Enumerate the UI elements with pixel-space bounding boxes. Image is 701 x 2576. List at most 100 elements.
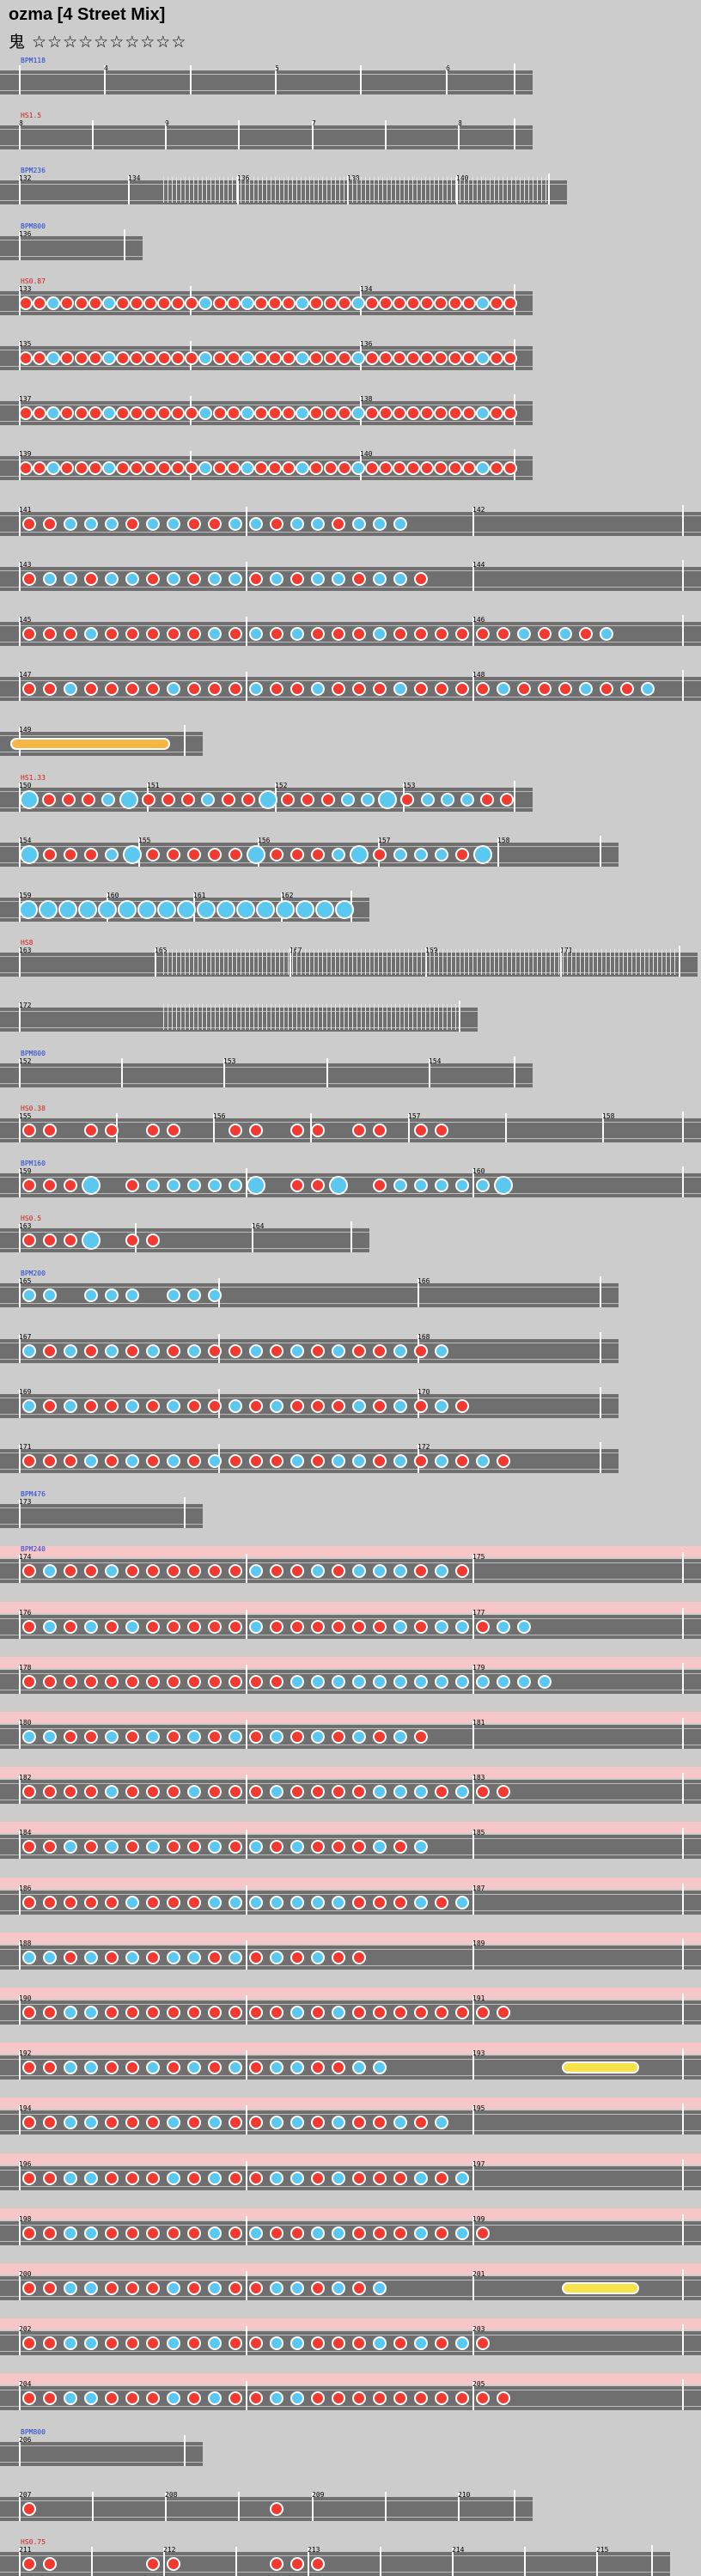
ka-note xyxy=(43,1564,57,1578)
ka-note xyxy=(46,461,60,475)
ka-note xyxy=(600,627,613,641)
lane-line xyxy=(0,1618,701,1619)
don-note xyxy=(43,2336,57,2350)
don-note xyxy=(167,1730,180,1744)
ka-note xyxy=(270,1785,283,1799)
big-ka-note xyxy=(236,900,255,919)
don-note xyxy=(187,2226,201,2240)
don-note xyxy=(448,461,462,475)
don-note xyxy=(187,2281,201,2295)
beat-tick xyxy=(223,949,224,975)
don-note xyxy=(88,406,102,420)
measure-number: 8 xyxy=(19,119,23,127)
beat-tick xyxy=(322,177,323,203)
big-ka-note xyxy=(123,845,142,864)
lane-line xyxy=(0,1414,619,1415)
don-note xyxy=(208,2061,222,2074)
big-ka-note xyxy=(20,845,39,864)
don-note xyxy=(229,1344,242,1358)
don-note xyxy=(60,406,74,420)
ka-note xyxy=(517,627,531,641)
measure-bar xyxy=(418,1278,419,1307)
measure-bar xyxy=(682,2324,684,2355)
don-note xyxy=(476,2226,490,2240)
ka-note xyxy=(125,572,139,586)
don-note xyxy=(125,1840,139,1854)
don-note xyxy=(187,2391,201,2405)
ka-note xyxy=(332,2281,345,2295)
ka-note xyxy=(105,848,119,862)
don-note xyxy=(84,1399,98,1413)
beat-tick xyxy=(597,949,598,975)
don-note xyxy=(268,406,282,420)
measure-bar xyxy=(679,946,680,977)
lane-line xyxy=(0,1562,701,1563)
beat-tick xyxy=(464,949,465,975)
beat-tick xyxy=(288,949,289,975)
lane-line xyxy=(0,2114,701,2115)
scroll-label: BPM800 xyxy=(21,2428,46,2436)
ka-note xyxy=(296,406,309,420)
beat-tick xyxy=(567,949,568,975)
beat-tick xyxy=(163,1004,164,1030)
ka-note xyxy=(290,2336,304,2350)
don-note xyxy=(324,406,338,420)
measure-number: 168 xyxy=(418,1333,430,1341)
measure-number: 140 xyxy=(456,174,469,182)
beat-tick xyxy=(520,177,521,203)
don-note xyxy=(332,1564,345,1578)
don-note xyxy=(538,682,552,696)
measure-number: 134 xyxy=(128,174,141,182)
don-note xyxy=(142,793,155,807)
beat-tick xyxy=(210,177,211,203)
don-note xyxy=(187,2171,201,2185)
ka-note xyxy=(167,2281,180,2295)
beat-tick xyxy=(481,949,482,975)
don-note xyxy=(290,1124,304,1137)
beat-tick xyxy=(339,1004,340,1030)
measure-bar xyxy=(682,1994,684,2025)
measure-number: 152 xyxy=(19,1057,32,1065)
measure-number: 169 xyxy=(425,947,438,954)
big-ka-note xyxy=(20,790,39,809)
lane-line xyxy=(0,1083,533,1084)
gogo-band xyxy=(0,1657,701,1668)
don-note xyxy=(229,1454,242,1468)
ka-note xyxy=(229,1399,242,1413)
measure-bar xyxy=(682,1939,684,1970)
don-note xyxy=(414,1124,428,1137)
measure-number: 181 xyxy=(472,1719,485,1726)
beat-tick xyxy=(305,949,306,975)
measure-bar xyxy=(548,174,550,204)
big-ka-note xyxy=(118,900,137,919)
beat-tick xyxy=(228,949,229,975)
ka-note xyxy=(270,2061,283,2074)
beat-tick xyxy=(266,949,267,975)
measure-bar xyxy=(19,2326,21,2355)
beat-tick xyxy=(326,177,327,203)
don-note xyxy=(167,2226,180,2240)
don-note xyxy=(311,2281,325,2295)
don-note xyxy=(105,1399,119,1413)
don-note xyxy=(22,2116,36,2129)
don-note xyxy=(268,351,282,365)
don-note xyxy=(229,2171,242,2185)
measure-number: 150 xyxy=(19,782,32,789)
beat-tick xyxy=(296,177,297,203)
don-note xyxy=(373,2116,387,2129)
measure-bar xyxy=(19,1444,21,1473)
don-note xyxy=(64,1951,77,1964)
measure-number: 193 xyxy=(472,2049,485,2057)
beat-tick xyxy=(494,177,495,203)
don-note xyxy=(373,2391,387,2405)
don-note xyxy=(373,2171,387,2185)
don-note xyxy=(43,1124,57,1137)
beat-tick xyxy=(451,1004,452,1030)
don-note xyxy=(332,1399,345,1413)
beat-tick xyxy=(631,949,632,975)
don-note xyxy=(352,2116,366,2129)
don-note xyxy=(448,296,462,310)
beat-tick xyxy=(361,177,362,203)
big-ka-note xyxy=(78,900,97,919)
beat-tick xyxy=(266,1004,267,1030)
